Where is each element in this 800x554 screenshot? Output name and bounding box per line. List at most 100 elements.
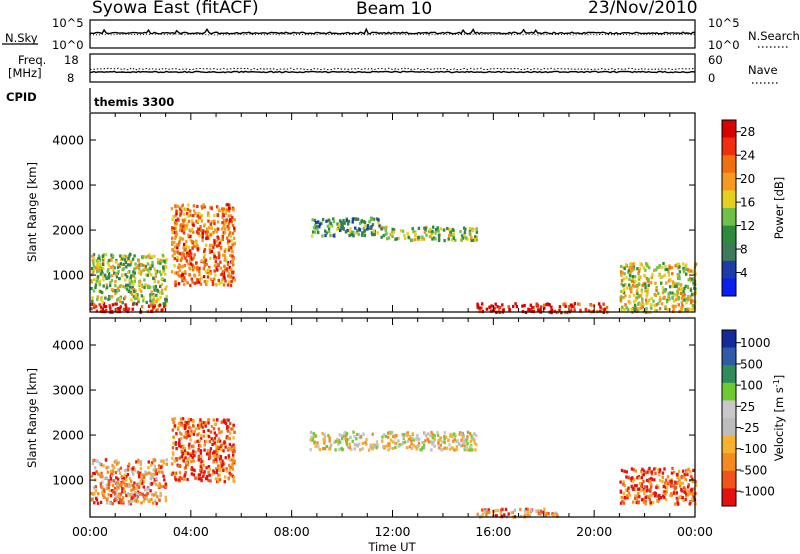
- echo-cell: [228, 203, 231, 207]
- echo-cell: [132, 488, 135, 492]
- echo-cell: [90, 302, 93, 306]
- echo-cell: [127, 289, 131, 293]
- echo-cell: [151, 307, 155, 311]
- echo-cell: [224, 210, 227, 214]
- echo-cell: [665, 300, 669, 304]
- echo-cell: [118, 498, 122, 502]
- y-tick-label: 2000: [52, 428, 84, 443]
- echo-cell: [178, 252, 182, 256]
- echo-cell: [623, 469, 626, 473]
- echo-cell: [233, 226, 236, 230]
- echo-cell: [425, 233, 428, 237]
- echo-cell: [390, 430, 394, 435]
- echo-cell: [388, 442, 391, 446]
- echo-cell: [157, 466, 161, 470]
- echo-cell: [531, 305, 534, 310]
- echo-cell: [449, 432, 453, 437]
- echo-cell: [226, 241, 230, 245]
- echo-cell: [217, 427, 221, 431]
- echo-cell: [354, 226, 357, 230]
- echo-cell: [600, 307, 603, 311]
- echo-cell: [132, 484, 135, 488]
- echo-cell: [653, 491, 657, 495]
- echo-cell: [637, 277, 641, 281]
- echo-cell: [599, 305, 602, 309]
- echo-cell: [149, 295, 152, 299]
- echo-cell: [188, 249, 192, 253]
- echo-cell: [404, 236, 407, 240]
- colorbar-block: [722, 137, 736, 156]
- echo-cell: [222, 462, 225, 466]
- echo-cell: [500, 514, 503, 518]
- echo-cell: [184, 420, 187, 424]
- echo-cell: [329, 234, 332, 238]
- echo-cell: [132, 495, 135, 499]
- echo-cell: [109, 306, 112, 310]
- echo-cell: [372, 217, 376, 221]
- echo-cell: [210, 225, 213, 229]
- echo-cell: [221, 237, 224, 241]
- freq-frame: [89, 53, 696, 83]
- echo-cell: [689, 279, 693, 283]
- echo-cell: [115, 275, 119, 279]
- echo-cell: [687, 491, 690, 495]
- echo-cell: [109, 479, 113, 483]
- echo-cell: [216, 450, 219, 454]
- echo-cell: [105, 487, 109, 491]
- echo-cell: [150, 273, 153, 277]
- echo-cell: [192, 432, 195, 436]
- echo-cell: [227, 448, 230, 452]
- echo-cell: [447, 438, 450, 442]
- echo-cell: [206, 280, 209, 284]
- echo-cell: [401, 229, 405, 233]
- echo-cell: [189, 438, 192, 442]
- echo-cell: [406, 433, 409, 437]
- echo-cell: [635, 309, 638, 313]
- echo-cell: [466, 430, 470, 434]
- echo-cell: [312, 230, 315, 234]
- echo-cell: [661, 291, 665, 295]
- echo-cell: [347, 222, 350, 226]
- echo-cell: [529, 303, 532, 307]
- echo-cell: [681, 262, 685, 266]
- echo-cell: [161, 253, 164, 257]
- echo-cell: [380, 235, 383, 239]
- echo-cell: [219, 245, 223, 250]
- echo-cell: [375, 446, 378, 450]
- time-tick-label: 04:00: [173, 524, 209, 539]
- echo-cell: [366, 224, 370, 228]
- echo-cell: [627, 475, 630, 479]
- echo-cell: [474, 448, 477, 452]
- echo-cell: [369, 445, 372, 449]
- echo-cell: [215, 467, 218, 471]
- echo-cell: [231, 271, 235, 275]
- echo-cell: [193, 429, 196, 433]
- echo-cell: [180, 476, 183, 480]
- echo-cell: [685, 492, 688, 496]
- echo-cell: [224, 227, 227, 231]
- echo-cell: [337, 438, 341, 443]
- echo-cell: [157, 280, 160, 284]
- echo-cell: [223, 480, 226, 484]
- echo-cell: [638, 481, 642, 485]
- echo-cell: [123, 473, 126, 477]
- echo-cell: [92, 268, 95, 272]
- echo-cell: [128, 254, 131, 258]
- echo-cell: [153, 280, 156, 284]
- echo-cell: [220, 238, 223, 242]
- echo-cell: [95, 259, 98, 263]
- echo-cell: [109, 265, 113, 269]
- echo-cell: [526, 507, 530, 511]
- echo-cell: [159, 284, 162, 288]
- echo-cell: [422, 446, 425, 450]
- echo-cell: [448, 227, 451, 231]
- echo-cell: [185, 421, 188, 425]
- echo-cell: [200, 467, 204, 471]
- echo-cell: [620, 308, 623, 312]
- echo-cell: [113, 486, 117, 490]
- echo-cell: [215, 460, 218, 464]
- echo-cell: [205, 466, 208, 470]
- echo-cell: [681, 294, 685, 298]
- echo-cell: [222, 219, 226, 223]
